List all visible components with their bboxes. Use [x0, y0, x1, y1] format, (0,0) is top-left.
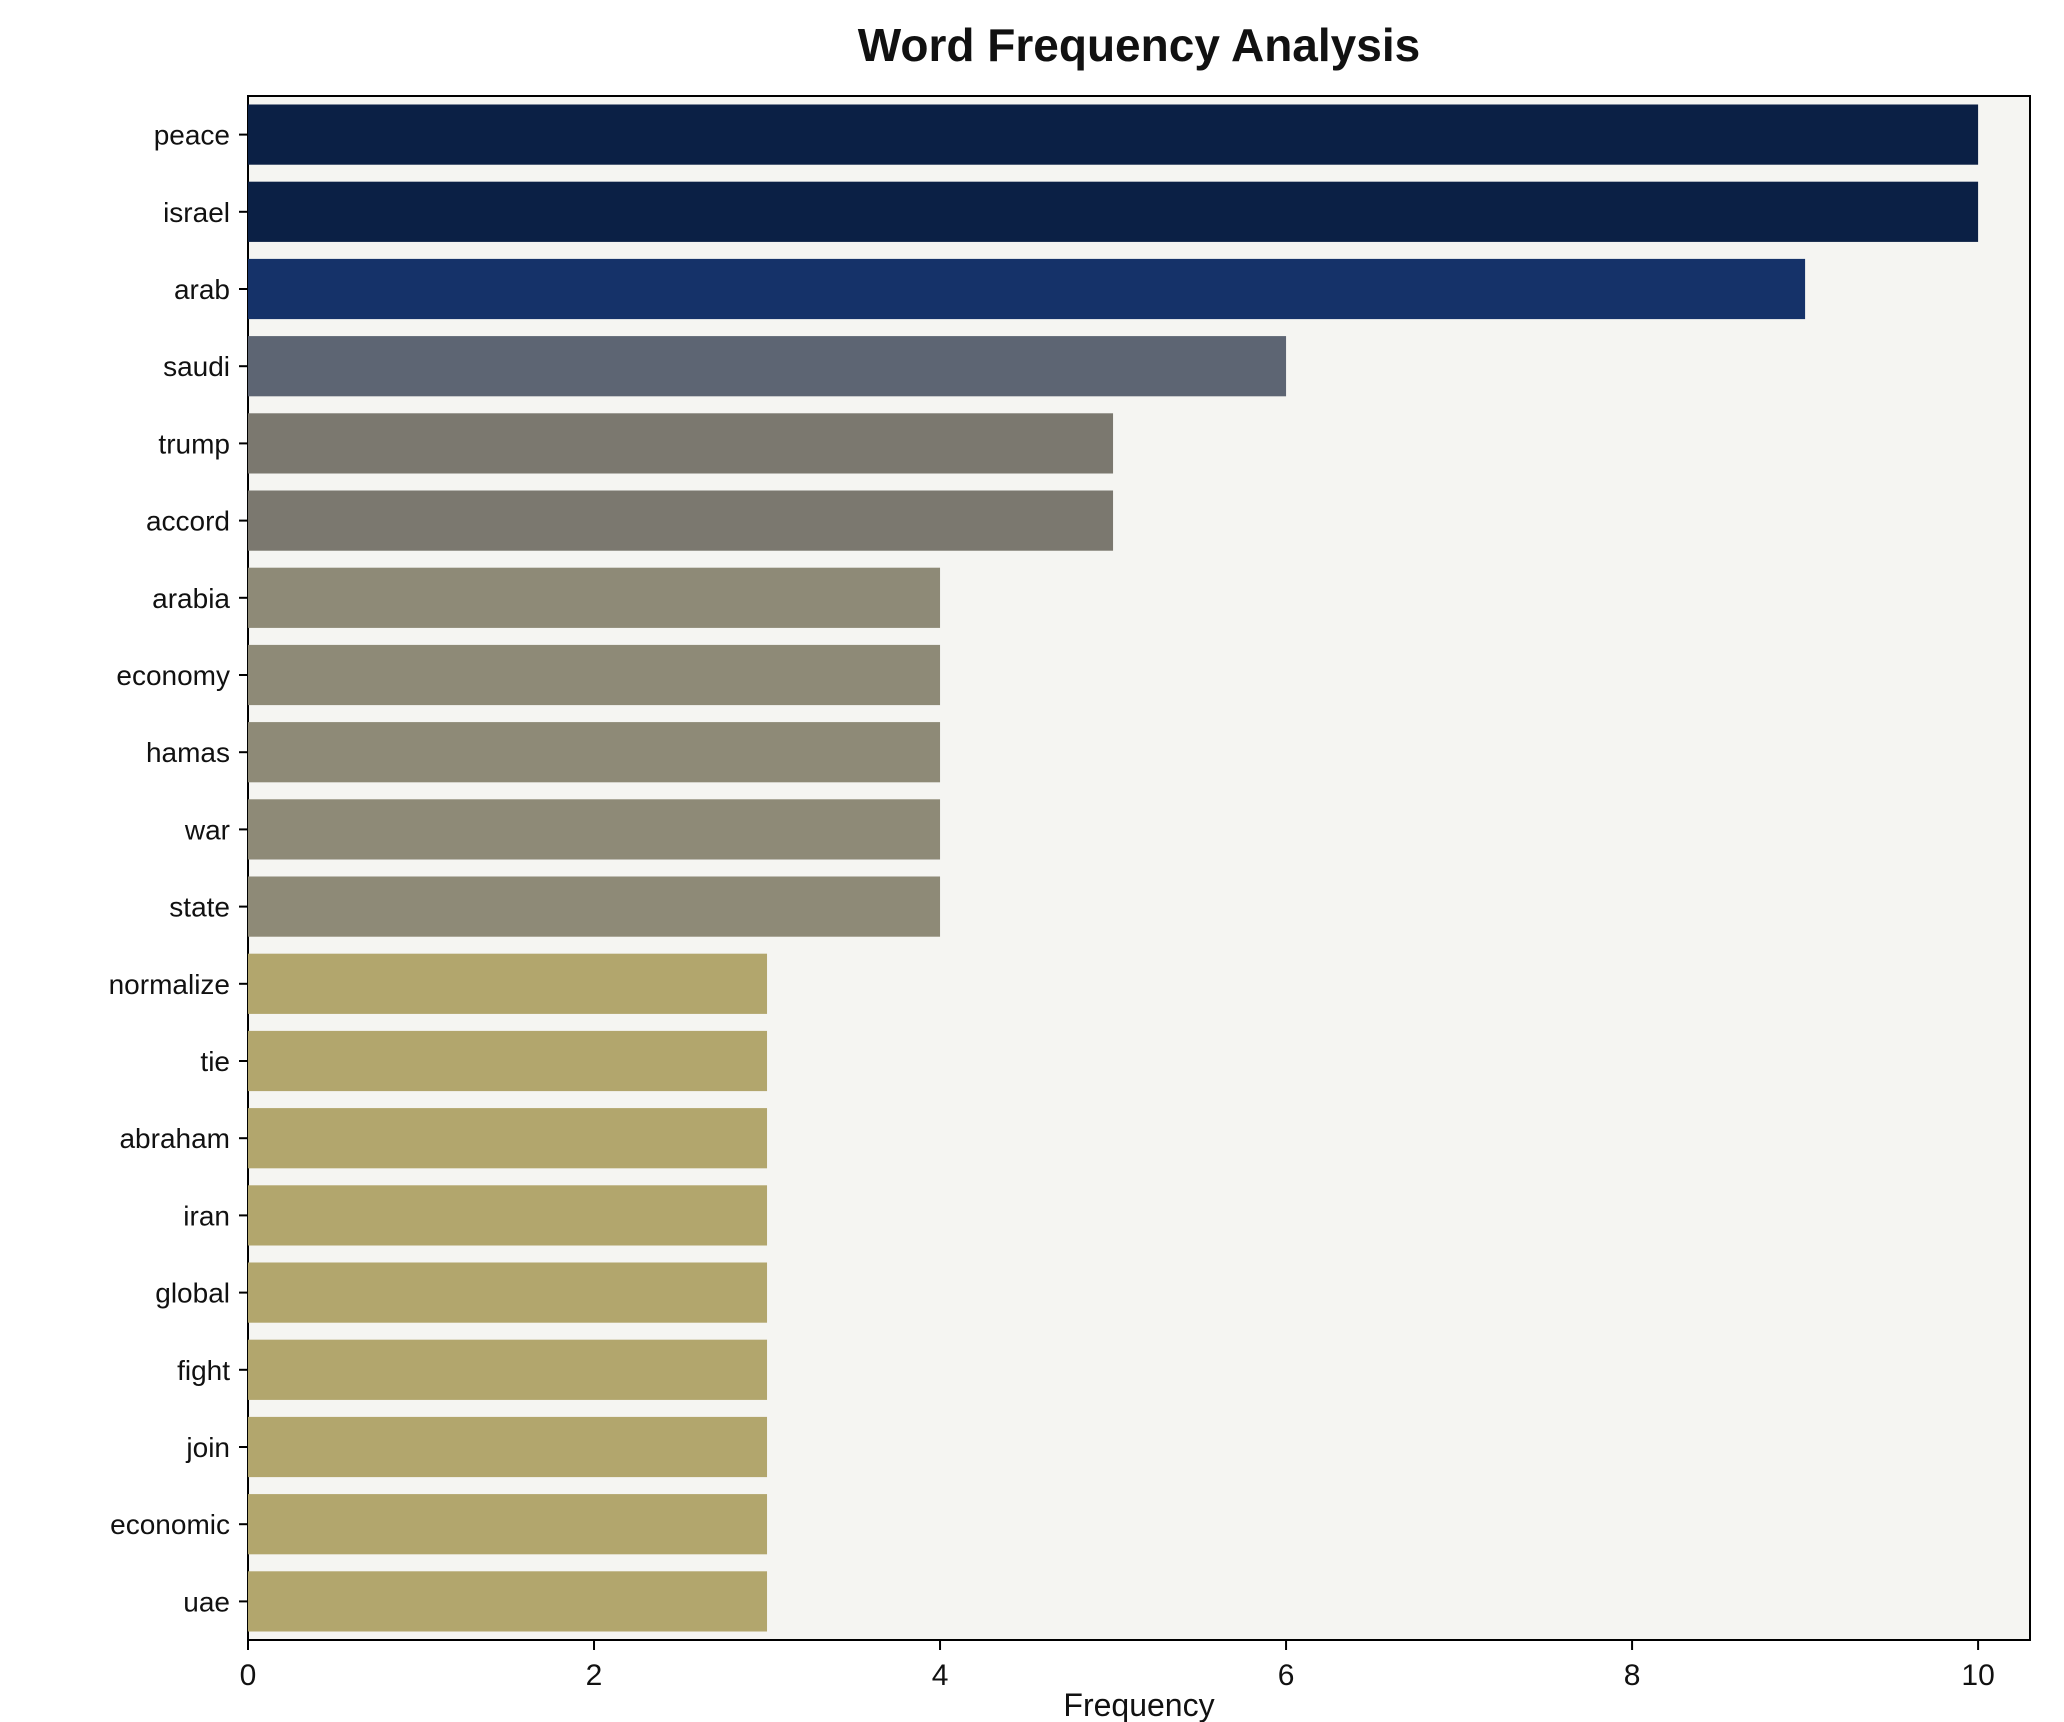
- x-tick-label-6: 6: [1278, 1659, 1295, 1692]
- bar-arab: [248, 258, 1806, 320]
- x-tick-label-0: 0: [240, 1659, 257, 1692]
- y-label-arabia: arabia: [152, 583, 230, 614]
- bar-abraham: [248, 1108, 768, 1169]
- bar-normalize: [248, 953, 768, 1014]
- bar-israel: [248, 181, 1979, 242]
- bar-global: [248, 1262, 768, 1323]
- bar-trump: [248, 413, 1114, 474]
- x-tick-label-10: 10: [1961, 1659, 1994, 1692]
- bar-join: [248, 1416, 768, 1478]
- bar-arabia: [248, 567, 941, 628]
- y-label-peace: peace: [154, 120, 230, 151]
- chart-title: Word Frequency Analysis: [857, 19, 1421, 71]
- bar-iran: [248, 1185, 768, 1246]
- x-tick-label-8: 8: [1624, 1659, 1641, 1692]
- y-label-economy: economy: [116, 660, 230, 691]
- bar-economy: [248, 644, 941, 706]
- y-label-war: war: [184, 814, 230, 845]
- y-label-normalize: normalize: [109, 969, 230, 1000]
- x-axis-label: Frequency: [1063, 1687, 1214, 1722]
- y-label-israel: israel: [163, 197, 230, 228]
- y-label-arab: arab: [174, 274, 230, 305]
- y-label-abraham: abraham: [119, 1123, 230, 1154]
- y-label-fight: fight: [177, 1355, 230, 1386]
- y-label-hamas: hamas: [146, 737, 230, 768]
- plot-background: [247, 95, 2031, 1641]
- bar-accord: [248, 490, 1114, 551]
- y-label-trump: trump: [158, 428, 230, 459]
- bar-state: [248, 876, 941, 937]
- bar-saudi: [248, 336, 1287, 397]
- y-label-saudi: saudi: [163, 351, 230, 382]
- y-label-tie: tie: [200, 1046, 230, 1077]
- y-label-economic: economic: [110, 1509, 230, 1540]
- bar-fight: [248, 1339, 768, 1400]
- y-label-accord: accord: [146, 506, 230, 537]
- y-label-state: state: [169, 892, 230, 923]
- x-tick-label-4: 4: [932, 1659, 949, 1692]
- bar-hamas: [248, 722, 941, 783]
- x-tick-label-2: 2: [586, 1659, 603, 1692]
- bar-tie: [248, 1030, 768, 1092]
- bar-peace: [248, 104, 1979, 165]
- y-label-uae: uae: [183, 1586, 230, 1617]
- bar-uae: [248, 1571, 768, 1632]
- y-label-global: global: [155, 1278, 230, 1309]
- y-label-join: join: [185, 1432, 230, 1463]
- bar-war: [248, 799, 941, 860]
- y-label-iran: iran: [183, 1200, 230, 1231]
- bar-economic: [248, 1494, 768, 1555]
